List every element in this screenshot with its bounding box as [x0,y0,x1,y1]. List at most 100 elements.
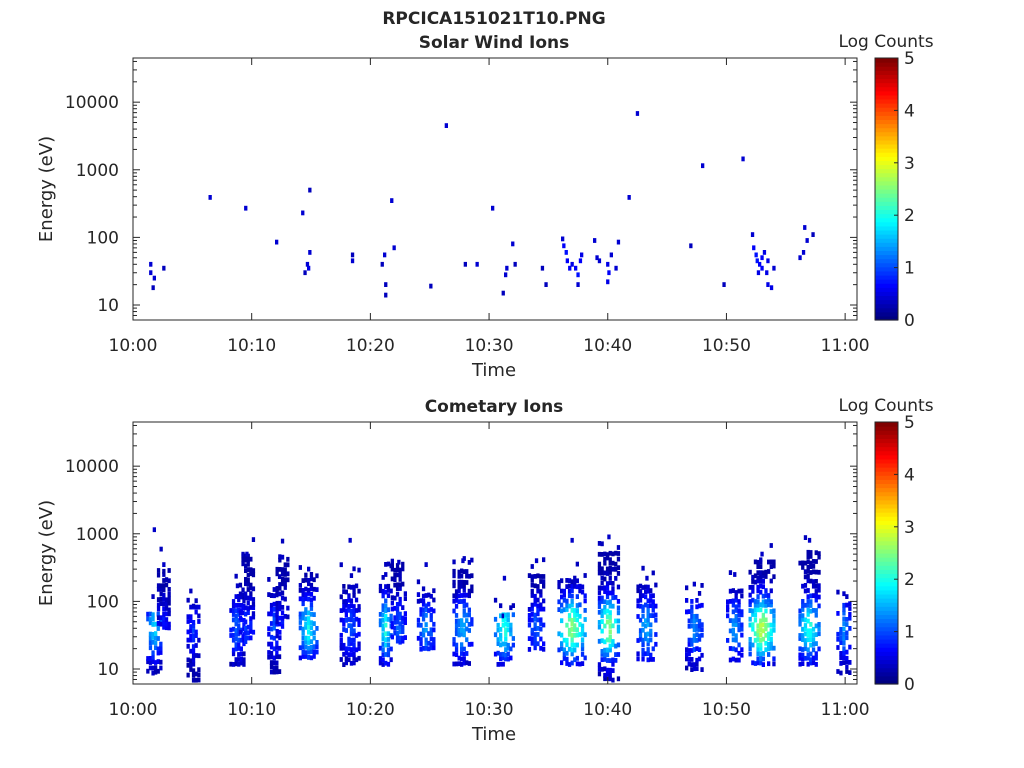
heatmap-cell [690,637,694,643]
heatmap-cell [848,660,852,665]
heatmap-cell [194,629,198,635]
heatmap-cell [395,634,400,640]
heatmap-cell [649,603,653,608]
heatmap-cell [722,282,726,287]
heatmap-cell [842,602,846,608]
heatmap-cell [301,597,305,602]
heatmap-cell [839,655,843,661]
heatmap-cell [352,612,356,618]
heatmap-cell [761,662,765,667]
heatmap-cell [600,619,604,624]
heatmap-cell [751,597,755,603]
heatmap-cell [307,581,311,586]
heatmap-cell [690,667,694,672]
heatmap-cell [499,636,503,642]
heatmap-cell [393,630,397,636]
heatmap-cell [565,642,569,647]
heatmap-cell [462,622,466,628]
colorbar-segment [875,311,898,317]
heatmap-cell [562,243,566,249]
colorbar-segment [875,266,898,272]
heatmap-cell [734,614,738,619]
heatmap-cell [611,661,615,667]
heatmap-cell [159,596,163,602]
heatmap-cell [798,636,802,641]
solar-wind-panel: Solar Wind Ions 10:00 10:10 10:20 10:30 10:4… [36,32,934,381]
heatmap-cell [339,632,343,638]
heatmap-cell [636,651,640,657]
heatmap-cell [527,647,532,652]
heatmap-cell [237,608,241,613]
heatmap-cell [267,611,271,617]
heatmap-cell [162,615,166,621]
heatmap-cell [499,642,503,648]
heatmap-cell [756,564,760,569]
heatmap-cell [687,637,691,643]
heatmap-cell [608,647,612,653]
heatmap-cell [530,636,534,642]
heatmap-cell [605,614,610,620]
heatmap-cell [237,661,241,667]
heatmap-cell [603,676,607,682]
heatmap-cell [386,661,391,667]
heatmap-cell [151,654,155,660]
heatmap-cell [848,615,852,621]
heatmap-cell [761,651,765,656]
heatmap-cell [513,261,517,267]
heatmap-cell [432,588,436,594]
heatmap-cell [842,640,846,646]
heatmap-cell [695,627,699,632]
heatmap-cell [457,588,461,593]
colorbar-segment [875,135,898,141]
heatmap-cell [753,612,758,618]
heatmap-cell [611,668,615,673]
heatmap-cell [560,608,564,614]
colorbar-segment [875,507,898,513]
heatmap-cell [764,640,768,646]
heatmap-cell [470,617,474,622]
heatmap-cell [275,650,279,655]
colorbar-segment [875,655,898,661]
heatmap-cell [848,601,852,607]
heatmap-cell [470,584,474,590]
heatmap-cell [504,636,508,642]
heatmap-cell [241,592,245,598]
heatmap-cell [390,198,394,203]
heatmap-cell [806,647,810,653]
heatmap-cell [616,676,621,682]
heatmap-cell [649,613,653,618]
heatmap-cell [231,662,236,667]
heatmap-cell [457,622,461,628]
heatmap-cell [611,581,615,586]
heatmap-cell [685,647,689,653]
heatmap-cell [159,591,163,596]
heatmap-cell [398,586,402,591]
cometary-xlabel: Time [471,724,516,745]
heatmap-cell [156,572,161,578]
heatmap-cell [756,646,760,652]
heatmap-cell [530,593,534,598]
heatmap-cell [280,567,285,572]
heatmap-cell [597,624,602,630]
heatmap-cell [539,621,543,627]
heatmap-cell [272,587,276,592]
heatmap-cell [809,628,813,634]
heatmap-cell [573,617,577,622]
heatmap-cell [606,279,610,285]
heatmap-cell [151,659,155,664]
heatmap-cell [608,565,612,571]
heatmap-cell [231,612,236,617]
heatmap-cell [761,617,765,622]
heatmap-cell [421,627,426,633]
heatmap-cell [249,582,253,588]
colorbar-segment [875,213,898,219]
heatmap-cell [605,590,610,596]
heatmap-cell [845,622,849,627]
heatmap-cell [194,609,198,615]
heatmap-cell [504,616,508,622]
heatmap-cell [809,637,813,642]
heatmap-cell [692,618,696,624]
heatmap-cell [301,588,305,593]
y-tick-label: 10000 [65,457,119,477]
heatmap-cell [753,559,758,565]
